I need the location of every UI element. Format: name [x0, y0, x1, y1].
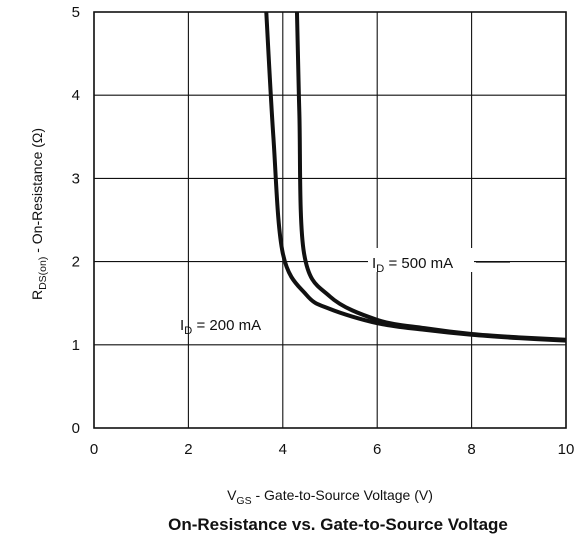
chart-title: On-Resistance vs. Gate-to-Source Voltage: [168, 515, 508, 534]
x-tick-label-10: 10: [558, 441, 575, 458]
y-axis-label: RDS(on) - On-Resistance (Ω): [29, 128, 49, 300]
x-tick-label-6: 6: [373, 441, 381, 458]
y-tick-label-2: 2: [72, 254, 80, 271]
x-axis-label: VGS - Gate-to-Source Voltage (V): [227, 487, 433, 507]
annotation-id-200ma: ID = 200 mA: [180, 317, 261, 337]
x-tick-label-2: 2: [184, 441, 192, 458]
series-line-id-500ma: [294, 11, 567, 342]
x-tick-label-8: 8: [467, 441, 475, 458]
annotation-id-500ma-group: ID = 500 mA: [368, 248, 510, 275]
plot-frame: [93, 11, 567, 429]
tick-labels: 0 2 4 6 8 10 0 1 2 3 4 5: [72, 4, 575, 458]
y-tick-label-3: 3: [72, 170, 80, 187]
y-tick-label-4: 4: [72, 87, 80, 104]
y-tick-label-0: 0: [72, 420, 80, 437]
grid: [93, 11, 567, 429]
x-tick-label-4: 4: [279, 441, 287, 458]
x-tick-label-0: 0: [90, 441, 98, 458]
annotation-id-500ma-bg: [368, 248, 474, 272]
series-lines: [264, 11, 567, 343]
series-line-id-200ma: [264, 11, 567, 343]
y-tick-label-1: 1: [72, 337, 80, 354]
y-tick-label-5: 5: [72, 4, 80, 21]
annotation-id-500ma: ID = 500 mA: [372, 255, 453, 275]
